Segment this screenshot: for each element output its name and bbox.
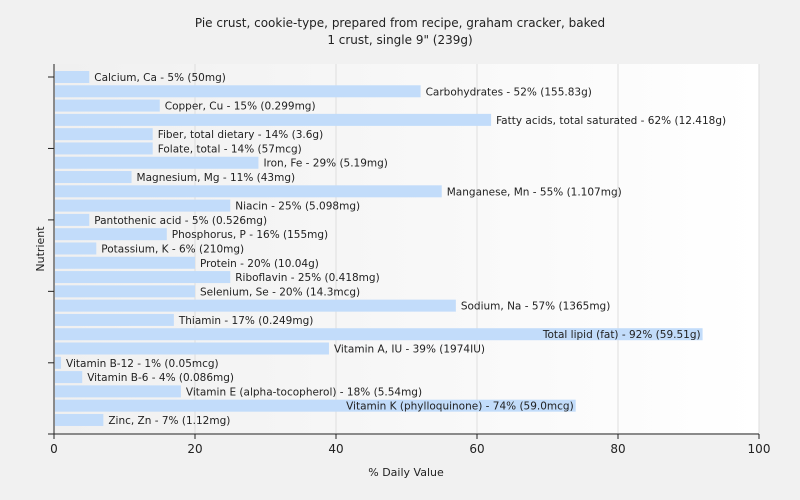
bar-label: Phosphorus, P - 16% (155mg) (172, 229, 328, 241)
bar-label: Iron, Fe - 29% (5.19mg) (263, 158, 387, 170)
x-axis-label: % Daily Value (368, 466, 444, 479)
bar (55, 399, 576, 412)
x-tick-label: 20 (187, 442, 202, 456)
bar (55, 213, 90, 226)
x-tick-label: 0 (50, 442, 58, 456)
bar-label: Protein - 20% (10.04g) (200, 258, 319, 270)
bar-label: Sodium, Na - 57% (1365mg) (461, 301, 610, 313)
bar-label: Manganese, Mn - 55% (1.107mg) (447, 186, 622, 198)
bar (55, 256, 195, 269)
bar (55, 413, 104, 426)
bar (55, 85, 421, 98)
bar (55, 156, 259, 169)
bar (55, 113, 492, 126)
bar (55, 285, 195, 298)
bar (55, 385, 181, 398)
bar (55, 228, 167, 241)
bar (55, 242, 97, 255)
bar-label: Fiber, total dietary - 14% (3.6g) (158, 129, 323, 141)
bar (55, 99, 160, 112)
bar (55, 371, 83, 384)
bar-label: Vitamin K (phylloquinone) - 74% (59.0mcg… (346, 401, 574, 413)
bar (55, 199, 231, 212)
bar (55, 171, 132, 184)
bar-label: Riboflavin - 25% (0.418mg) (235, 272, 379, 284)
bar-label: Thiamin - 17% (0.249mg) (178, 315, 314, 327)
chart-subtitle: 1 crust, single 9" (239g) (327, 33, 472, 47)
bar-label: Pantothenic acid - 5% (0.526mg) (94, 215, 267, 227)
bar-label: Copper, Cu - 15% (0.299mg) (165, 101, 316, 113)
bar (55, 299, 456, 312)
bar (55, 128, 153, 141)
bar (55, 328, 703, 341)
bar-label: Vitamin B-12 - 1% (0.05mcg) (66, 358, 219, 370)
bar (55, 342, 329, 355)
x-tick-label: 60 (469, 442, 484, 456)
bar-label: Niacin - 25% (5.098mg) (235, 201, 360, 213)
bar-label: Vitamin B-6 - 4% (0.086mg) (87, 372, 234, 384)
x-tick-label: 80 (610, 442, 625, 456)
bar-label: Vitamin A, IU - 39% (1974IU) (334, 344, 485, 356)
bar (55, 142, 153, 155)
x-tick-label: 40 (328, 442, 343, 456)
bar-label: Potassium, K - 6% (210mg) (101, 243, 244, 255)
bar-label: Calcium, Ca - 5% (50mg) (94, 72, 226, 84)
chart-title: Pie crust, cookie-type, prepared from re… (195, 16, 605, 30)
bar-label: Vitamin E (alpha-tocopherol) - 18% (5.54… (186, 386, 422, 398)
bar-label: Folate, total - 14% (57mcg) (158, 143, 302, 155)
bar-label: Carbohydrates - 52% (155.83g) (426, 86, 592, 98)
bar-label: Selenium, Se - 20% (14.3mcg) (200, 286, 360, 298)
bar-label: Total lipid (fat) - 92% (59.51g) (542, 329, 701, 341)
bar (55, 71, 90, 83)
bar (55, 185, 442, 198)
bar (55, 313, 174, 326)
bar (55, 356, 62, 369)
x-tick-label: 100 (748, 442, 771, 456)
bar-label: Fatty acids, total saturated - 62% (12.4… (496, 115, 726, 127)
bar-label: Magnesium, Mg - 11% (43mg) (137, 172, 296, 184)
bar-label: Zinc, Zn - 7% (1.12mg) (108, 415, 230, 427)
bar (55, 271, 231, 284)
y-axis-label: Nutrient (34, 226, 47, 272)
